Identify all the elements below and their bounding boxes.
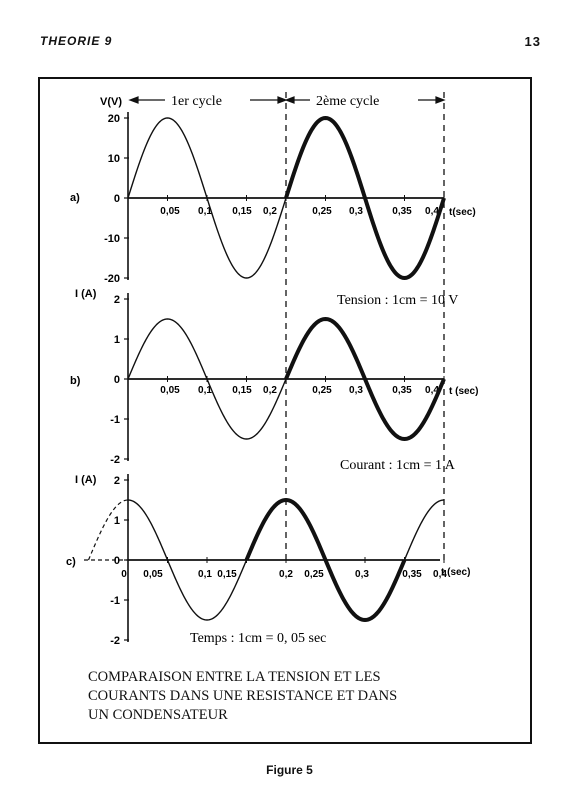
x-tick-label: 0,2	[263, 385, 277, 396]
y-tick-label: -2	[110, 454, 120, 466]
y-tick-label: -20	[104, 273, 120, 285]
y-tick-label: 10	[108, 153, 120, 165]
y-tick-label: 2	[114, 475, 120, 487]
section-header: THEORIE 9	[40, 34, 113, 48]
x-tick-label: 0,3	[349, 206, 363, 217]
series-line-emphasized	[284, 317, 446, 441]
panel-c-xlabel: t (sec)	[441, 567, 470, 578]
figure-description: COMPARAISON ENTRE LA TENSION ET LES COUR…	[88, 668, 508, 725]
figure-caption: Figure 5	[266, 763, 313, 777]
series-line	[127, 117, 287, 279]
y-tick-label: 20	[108, 113, 120, 125]
x-tick-label: 0,1	[198, 569, 212, 580]
x-tick-label: 0,4	[425, 206, 439, 217]
panel-b-ylabel: I (A)	[75, 288, 97, 300]
panel-b-label: b)	[70, 375, 81, 387]
series-lead-in	[87, 499, 129, 561]
cycle-arrows	[128, 96, 446, 104]
series-line	[127, 499, 248, 621]
y-tick-label: 2	[114, 294, 120, 306]
panel-b-xlabel: t (sec)	[449, 386, 478, 397]
x-tick-label: 0,05	[160, 385, 180, 396]
y-tick-label: -1	[110, 414, 120, 426]
y-tick-label: -10	[104, 233, 120, 245]
x-tick-label: 0,35	[392, 385, 412, 396]
x-tick-label: 0,4	[425, 385, 439, 396]
panel-a-xlabel: t(sec)	[449, 207, 476, 218]
x-tick-label: 0,2	[279, 569, 293, 580]
panel-c-ylabel: I (A)	[75, 474, 97, 486]
panel-a-label: a)	[70, 192, 80, 204]
first-cycle-label: 1er cycle	[171, 94, 222, 109]
second-cycle-label: 2ème cycle	[316, 94, 379, 109]
y-tick-label: 0	[114, 555, 120, 567]
page-number: 13	[524, 34, 541, 49]
x-tick-label: 0,15	[232, 385, 252, 396]
series-line	[403, 499, 445, 561]
x-tick-label: 0,15	[232, 206, 252, 217]
x-tick-label: 0,1	[198, 385, 212, 396]
x-tick-label: 0,15	[217, 569, 237, 580]
x-tick-label: 0,3	[355, 569, 369, 580]
x-tick-label: 0,05	[160, 206, 180, 217]
y-tick-label: 0	[114, 193, 120, 205]
tension-scale-note: Tension : 1cm = 10 V	[337, 293, 458, 308]
x-tick-label: 0,35	[402, 569, 422, 580]
x-tick-label: 0,4	[433, 569, 447, 580]
description-line: COURANTS DANS UNE RESISTANCE ET DANS	[88, 688, 398, 704]
figure-frame	[38, 77, 532, 744]
panel-a-ylabel: V(V)	[100, 96, 122, 108]
x-tick-label: 0,3	[349, 385, 363, 396]
x-tick-label: 0,2	[263, 206, 277, 217]
y-tick-label: 0	[114, 374, 120, 386]
x-tick-label: 0,05	[143, 569, 163, 580]
series-line	[127, 318, 287, 440]
current-scale-note: Courant : 1cm = 1 A	[340, 458, 456, 473]
description-line: UN CONDENSATEUR	[88, 707, 228, 723]
series-line-emphasized	[244, 498, 407, 622]
y-tick-label: 1	[114, 334, 120, 346]
y-tick-label: -2	[110, 635, 120, 647]
y-tick-label: -1	[110, 595, 120, 607]
description-line: COMPARAISON ENTRE LA TENSION ET LES	[88, 669, 381, 685]
time-scale-note: Temps : 1cm = 0, 05 sec	[190, 631, 326, 646]
panel-c-label: c)	[66, 556, 76, 568]
x-tick-label: 0,25	[304, 569, 324, 580]
x-tick-label: 0,25	[312, 385, 332, 396]
x-tick-label: 0,25	[312, 206, 332, 217]
x-tick-label: 0,35	[392, 206, 412, 217]
x-tick-label: 0	[121, 569, 127, 580]
y-tick-label: 1	[114, 515, 120, 527]
x-tick-label: 0,1	[198, 206, 212, 217]
series-line-emphasized	[284, 116, 446, 280]
